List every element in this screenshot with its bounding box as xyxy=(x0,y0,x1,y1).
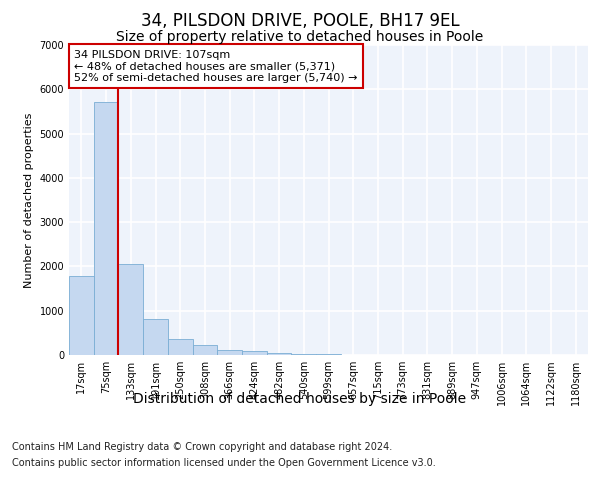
Text: 34 PILSDON DRIVE: 107sqm
← 48% of detached houses are smaller (5,371)
52% of sem: 34 PILSDON DRIVE: 107sqm ← 48% of detach… xyxy=(74,50,358,83)
Bar xyxy=(94,102,118,355)
Bar xyxy=(193,345,217,355)
Text: Contains HM Land Registry data © Crown copyright and database right 2024.: Contains HM Land Registry data © Crown c… xyxy=(12,442,392,452)
Bar xyxy=(143,318,168,355)
Bar xyxy=(316,354,341,355)
Text: Contains public sector information licensed under the Open Government Licence v3: Contains public sector information licen… xyxy=(12,458,436,468)
Bar xyxy=(118,264,143,355)
Bar xyxy=(267,353,292,355)
Text: 34, PILSDON DRIVE, POOLE, BH17 9EL: 34, PILSDON DRIVE, POOLE, BH17 9EL xyxy=(140,12,460,30)
Text: Size of property relative to detached houses in Poole: Size of property relative to detached ho… xyxy=(116,30,484,44)
Bar xyxy=(242,351,267,355)
Bar xyxy=(69,276,94,355)
Text: Distribution of detached houses by size in Poole: Distribution of detached houses by size … xyxy=(133,392,467,406)
Y-axis label: Number of detached properties: Number of detached properties xyxy=(24,112,34,288)
Bar xyxy=(292,354,316,355)
Bar xyxy=(168,339,193,355)
Bar xyxy=(217,350,242,355)
